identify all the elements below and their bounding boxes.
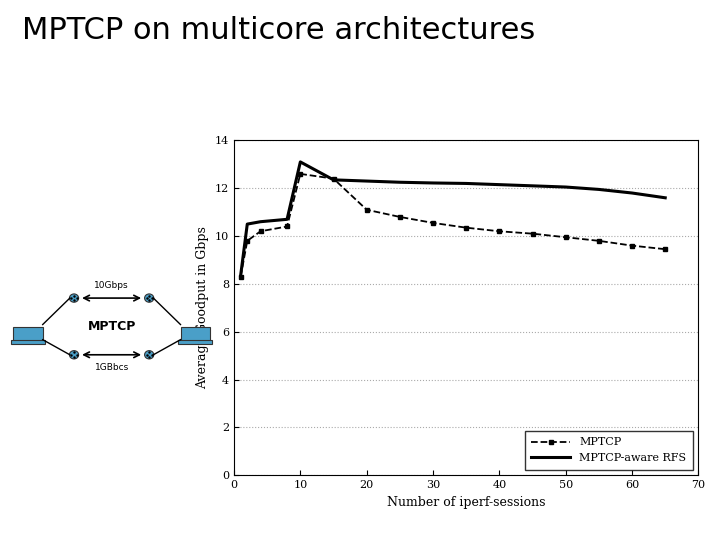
MPTCP-aware RFS <box>628 190 636 196</box>
MPTCP <box>296 171 305 177</box>
Legend: MPTCP, MPTCP-aware RFS: MPTCP, MPTCP-aware RFS <box>525 431 693 470</box>
MPTCP <box>661 246 670 253</box>
MPTCP <box>283 223 292 230</box>
Circle shape <box>69 294 78 302</box>
Y-axis label: Average Goodput in Gbps: Average Goodput in Gbps <box>197 226 210 389</box>
MPTCP-aware RFS <box>236 272 245 279</box>
MPTCP-aware RFS <box>595 186 603 193</box>
X-axis label: Number of iperf-sessions: Number of iperf-sessions <box>387 496 546 509</box>
MPTCP-aware RFS <box>362 178 371 184</box>
MPTCP <box>428 220 437 226</box>
MPTCP-aware RFS <box>428 180 437 186</box>
Circle shape <box>145 350 154 359</box>
Text: 1GBbcs: 1GBbcs <box>94 363 129 372</box>
Circle shape <box>69 350 78 359</box>
MPTCP <box>595 238 603 244</box>
FancyBboxPatch shape <box>12 340 45 345</box>
Text: 10Gbps: 10Gbps <box>94 281 129 289</box>
MPTCP-aware RFS <box>243 221 251 227</box>
MPTCP-aware RFS <box>256 219 265 225</box>
MPTCP-aware RFS <box>329 177 338 183</box>
FancyBboxPatch shape <box>14 327 42 341</box>
MPTCP-aware RFS <box>528 183 537 189</box>
MPTCP-aware RFS <box>562 184 570 190</box>
Line: MPTCP-aware RFS: MPTCP-aware RFS <box>240 162 665 275</box>
MPTCP <box>395 214 404 220</box>
MPTCP-aware RFS <box>661 194 670 201</box>
FancyBboxPatch shape <box>181 327 210 341</box>
MPTCP <box>562 234 570 240</box>
Circle shape <box>145 294 154 302</box>
MPTCP-aware RFS <box>395 179 404 186</box>
MPTCP <box>256 228 265 234</box>
MPTCP-aware RFS <box>495 181 504 188</box>
MPTCP <box>329 176 338 182</box>
MPTCP-aware RFS <box>283 216 292 222</box>
MPTCP-aware RFS <box>462 180 471 187</box>
Line: MPTCP: MPTCP <box>238 171 667 279</box>
FancyBboxPatch shape <box>179 340 212 345</box>
MPTCP-aware RFS <box>296 159 305 165</box>
MPTCP <box>362 206 371 213</box>
MPTCP <box>528 231 537 237</box>
MPTCP <box>495 228 504 234</box>
Text: MPTCP on multicore architectures: MPTCP on multicore architectures <box>22 16 535 45</box>
MPTCP <box>628 242 636 249</box>
MPTCP <box>462 225 471 231</box>
MPTCP <box>236 273 245 280</box>
MPTCP <box>243 238 251 244</box>
Text: MPTCP: MPTCP <box>87 320 136 333</box>
